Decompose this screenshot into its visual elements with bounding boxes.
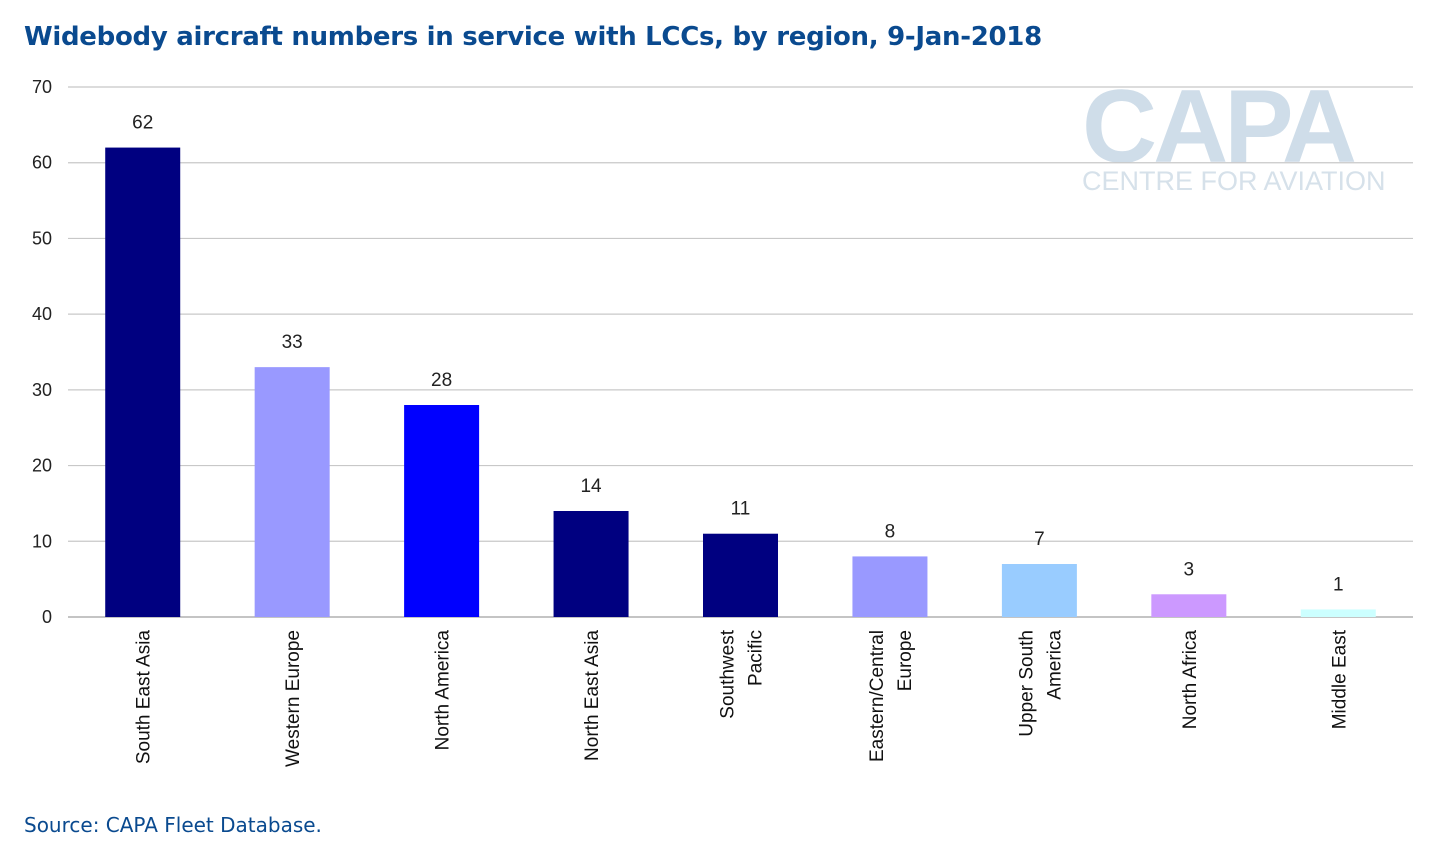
x-tick-label: North East Asia <box>582 630 603 761</box>
y-tick-label: 10 <box>32 531 52 551</box>
bar <box>1300 609 1376 617</box>
bar <box>404 405 480 617</box>
source-note: Source: CAPA Fleet Database. <box>24 813 322 837</box>
data-label: 28 <box>431 370 452 391</box>
bar <box>1151 594 1227 617</box>
data-label: 1 <box>1333 574 1344 595</box>
x-tick-label-line: Middle East <box>1329 629 1350 729</box>
chart-title: Widebody aircraft numbers in service wit… <box>24 22 1042 52</box>
x-tick-label: Upper South America <box>1016 630 1065 737</box>
watermark-logo: CAPA <box>1082 69 1355 185</box>
x-tick-label: South East Asia <box>134 630 155 765</box>
watermark-tagline: CENTRE FOR AVIATION <box>1082 166 1386 196</box>
x-axis: South East Asia Western Europe North Ameri… <box>134 629 1351 767</box>
data-label: 7 <box>1034 529 1045 550</box>
data-label: 11 <box>731 499 751 520</box>
x-tick-label-line: Europe <box>895 630 916 691</box>
data-label: 62 <box>132 113 153 134</box>
x-tick-label: Eastern/Central Europe <box>867 630 916 762</box>
bar <box>852 556 928 617</box>
bar <box>254 367 330 617</box>
data-label: 14 <box>580 476 602 497</box>
x-tick-label-line: Upper South <box>1016 630 1037 737</box>
y-axis: 0 10 20 30 40 50 60 70 <box>32 77 52 627</box>
data-labels: 62 33 28 14 11 8 7 3 1 <box>132 113 1343 596</box>
x-tick-label-line: South East Asia <box>134 630 155 765</box>
x-tick-label-line: Eastern/Central <box>867 630 888 762</box>
bar <box>553 511 629 617</box>
x-tick-label: Middle East <box>1329 629 1350 729</box>
x-tick-label: North America <box>433 630 454 751</box>
x-tick-label-line: North America <box>433 630 454 751</box>
data-label: 33 <box>282 332 303 353</box>
x-tick-label-line: Western Europe <box>283 630 304 767</box>
y-tick-label: 30 <box>32 380 52 400</box>
data-label: 8 <box>885 521 896 542</box>
watermark: CAPA CENTRE FOR AVIATION <box>1082 69 1386 196</box>
x-tick-label-line: North Africa <box>1180 630 1201 730</box>
x-tick-label-line: North East Asia <box>582 630 603 761</box>
bars <box>105 147 1376 618</box>
bar <box>105 147 181 618</box>
y-tick-label: 40 <box>32 304 52 324</box>
x-tick-label: Southwest Pacific <box>718 629 767 718</box>
x-tick-label-line: America <box>1044 630 1065 700</box>
x-tick-label-line: Pacific <box>746 630 767 686</box>
y-tick-label: 0 <box>42 607 52 627</box>
x-tick-label: North Africa <box>1180 630 1201 730</box>
y-tick-label: 70 <box>32 77 52 97</box>
x-tick-label: Western Europe <box>283 630 304 767</box>
y-tick-label: 60 <box>32 153 52 173</box>
bar <box>1001 564 1077 617</box>
bar <box>703 533 778 617</box>
x-tick-label-line: Southwest <box>718 629 739 718</box>
y-tick-label: 20 <box>32 456 52 476</box>
data-label: 3 <box>1184 559 1195 580</box>
y-tick-label: 50 <box>32 228 52 248</box>
